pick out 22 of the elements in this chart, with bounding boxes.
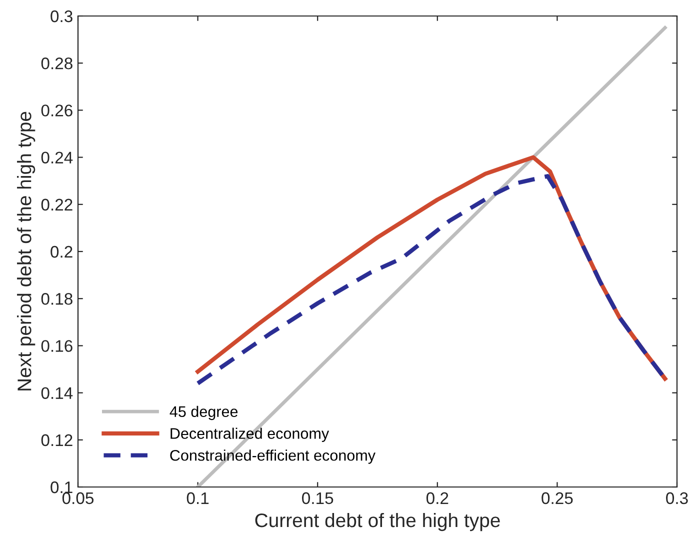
x-tick-label: 0.05 [62,492,94,504]
x-tick-label: 0.25 [542,492,573,504]
legend-label: Decentralized economy [170,428,330,442]
x-axis-title: Current debt of the high type [255,512,500,532]
x-tick-label: 0.15 [302,492,334,504]
y-axis-title: Next period debt of the high type [17,112,36,390]
y-tick-label: 0.2 [50,246,72,258]
x-tick-label: 0.2 [426,492,448,504]
y-tick-label: 0.26 [41,104,72,116]
y-tick-label: 0.16 [41,340,72,352]
y-tick-label: 0.28 [41,58,72,70]
legend-label: 45 degree [170,406,238,420]
x-tick-label: 0.1 [186,492,209,504]
y-tick-label: 0.3 [50,10,72,22]
y-tick-label: 0.1 [50,481,72,494]
legend-label: Constrained-efficient economy [170,450,376,464]
y-tick-label: 0.18 [41,293,72,305]
y-tick-label: 0.24 [41,152,73,164]
y-tick-label: 0.22 [41,198,72,211]
y-tick-label: 0.12 [41,434,72,446]
x-tick-label: 0.3 [666,492,688,504]
y-tick-label: 0.14 [41,387,73,400]
